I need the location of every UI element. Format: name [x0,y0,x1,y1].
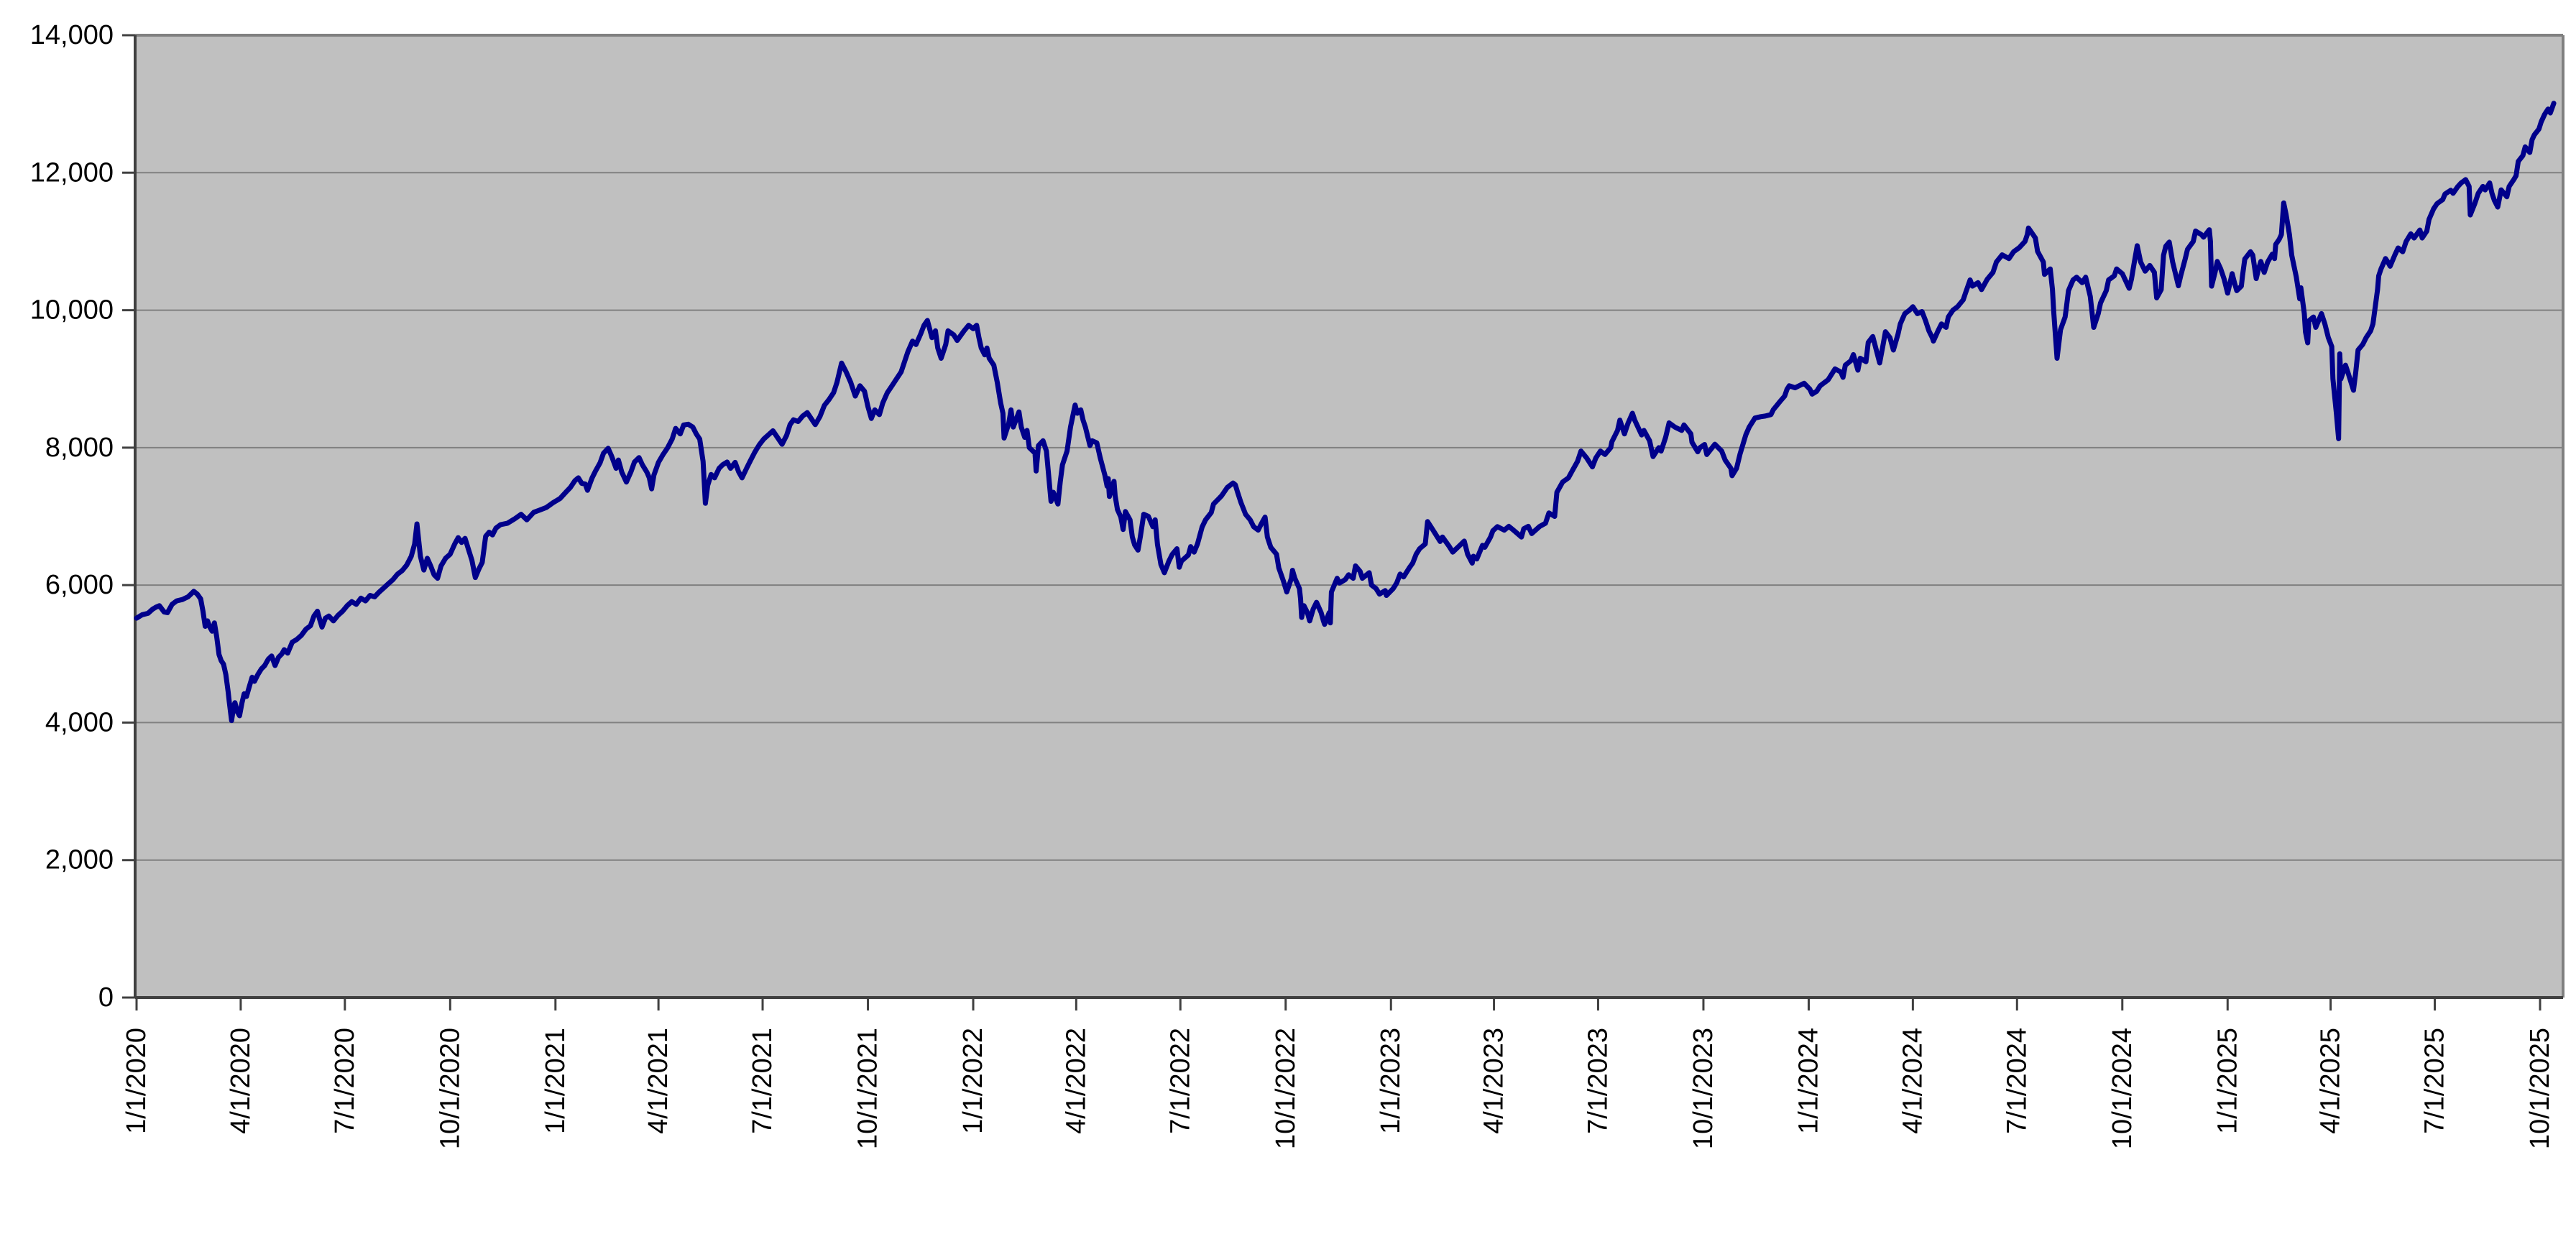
x-axis-label: 4/1/2025 [2316,1028,2346,1134]
y-axis-ticks [122,34,135,999]
x-axis-label: 7/1/2020 [330,1028,360,1134]
x-axis-label: 1/1/2020 [121,1028,152,1134]
x-axis-label: 10/1/2025 [2525,1028,2555,1149]
x-axis-label: 1/1/2023 [1376,1028,1406,1134]
x-axis-label: 4/1/2022 [1061,1028,1091,1134]
y-axis-label: 0 [98,982,114,1013]
plot-frame [135,34,2564,998]
x-axis-label: 1/1/2022 [958,1028,988,1134]
x-axis-label: 7/1/2024 [2002,1028,2032,1134]
plot-area-background [135,35,2563,998]
x-axis-label: 10/1/2022 [1271,1028,1301,1149]
x-axis-label: 7/1/2022 [1165,1028,1195,1134]
price-series-line [134,101,2557,724]
y-axis-label: 2,000 [45,845,114,875]
x-axis-label: 7/1/2021 [748,1028,778,1134]
x-axis-label: 1/1/2024 [1793,1028,1823,1134]
x-axis-label: 4/1/2023 [1479,1028,1509,1134]
x-axis-labels: 1/1/2020 4/1/2020 7/1/2020 10/1/2020 1/1/202… [121,1028,2555,1149]
series-line-group [134,101,2557,724]
y-axis-label: 12,000 [30,157,114,188]
x-axis-label: 10/1/2021 [853,1028,883,1149]
x-axis-label: 7/1/2023 [1583,1028,1613,1134]
y-axis-label: 10,000 [30,295,114,326]
gridlines [135,172,2563,861]
y-axis-label: 6,000 [45,570,114,600]
x-axis-label: 7/1/2025 [2420,1028,2450,1134]
y-axis-labels: 0 2,000 4,000 6,000 8,000 10,000 12,000 14,000 [30,20,114,1013]
x-axis-label: 4/1/2020 [226,1028,256,1134]
y-axis-label: 14,000 [30,20,114,50]
x-axis-label: 10/1/2024 [2107,1028,2138,1149]
x-axis-ticks [135,998,2542,1010]
x-axis-label: 4/1/2021 [643,1028,673,1134]
x-axis-label: 4/1/2024 [1898,1028,1928,1134]
y-axis-label: 4,000 [45,707,114,737]
x-axis-label: 10/1/2023 [1688,1028,1719,1149]
y-axis-label: 8,000 [45,433,114,463]
x-axis-label: 10/1/2020 [435,1028,465,1149]
x-axis-label: 1/1/2025 [2212,1028,2242,1134]
x-axis-label: 1/1/2021 [540,1028,571,1134]
axis-lines [134,35,2563,999]
